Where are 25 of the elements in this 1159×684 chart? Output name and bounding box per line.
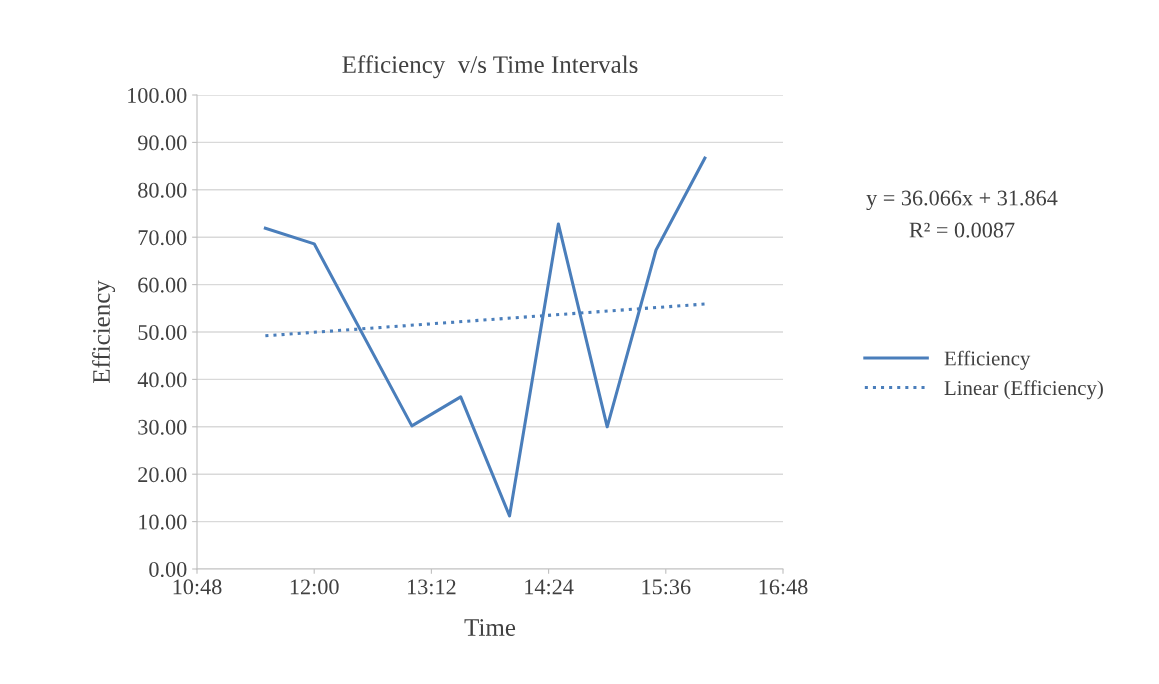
text: y = 36.066x + 31.864: [866, 190, 1058, 211]
y-tick-label: 20.00: [138, 467, 187, 483]
y-tick-label: 50.00: [138, 324, 187, 341]
y-tick-label: 70.00: [138, 230, 187, 246]
y-tick-label: 60.00: [138, 277, 187, 293]
x-axis-title: Time: [464, 619, 516, 636]
x-tick-label: 16:48: [759, 579, 808, 595]
y-axis-title: Efficiency: [92, 280, 116, 384]
x-tick-label: 14:24: [525, 579, 574, 595]
legend-label: Efficiency: [944, 350, 1031, 370]
y-tick-label: 0.00: [149, 561, 187, 578]
y-tick-label: 10.00: [139, 514, 187, 530]
y-tick-label: 80.00: [138, 182, 187, 198]
y-tick-label: 40.00: [137, 372, 187, 388]
x-tick-label: 13:12: [408, 579, 456, 595]
x-tick-label: 12:00: [290, 579, 339, 595]
legend-label: Linear (Efficiency): [944, 380, 1103, 400]
line-series: [263, 156, 707, 518]
x-tick-label: 10:48: [173, 579, 222, 595]
chart-title: Efficiency v/s Time Intervals: [342, 55, 638, 79]
y-tick-label: 90.00: [137, 135, 187, 151]
y-tick-label: 30.00: [138, 419, 187, 435]
y-tick-label: 100.00: [128, 87, 187, 104]
text: R² = 0.0087: [909, 222, 1015, 238]
x-tick-label: 15:36: [642, 579, 691, 595]
